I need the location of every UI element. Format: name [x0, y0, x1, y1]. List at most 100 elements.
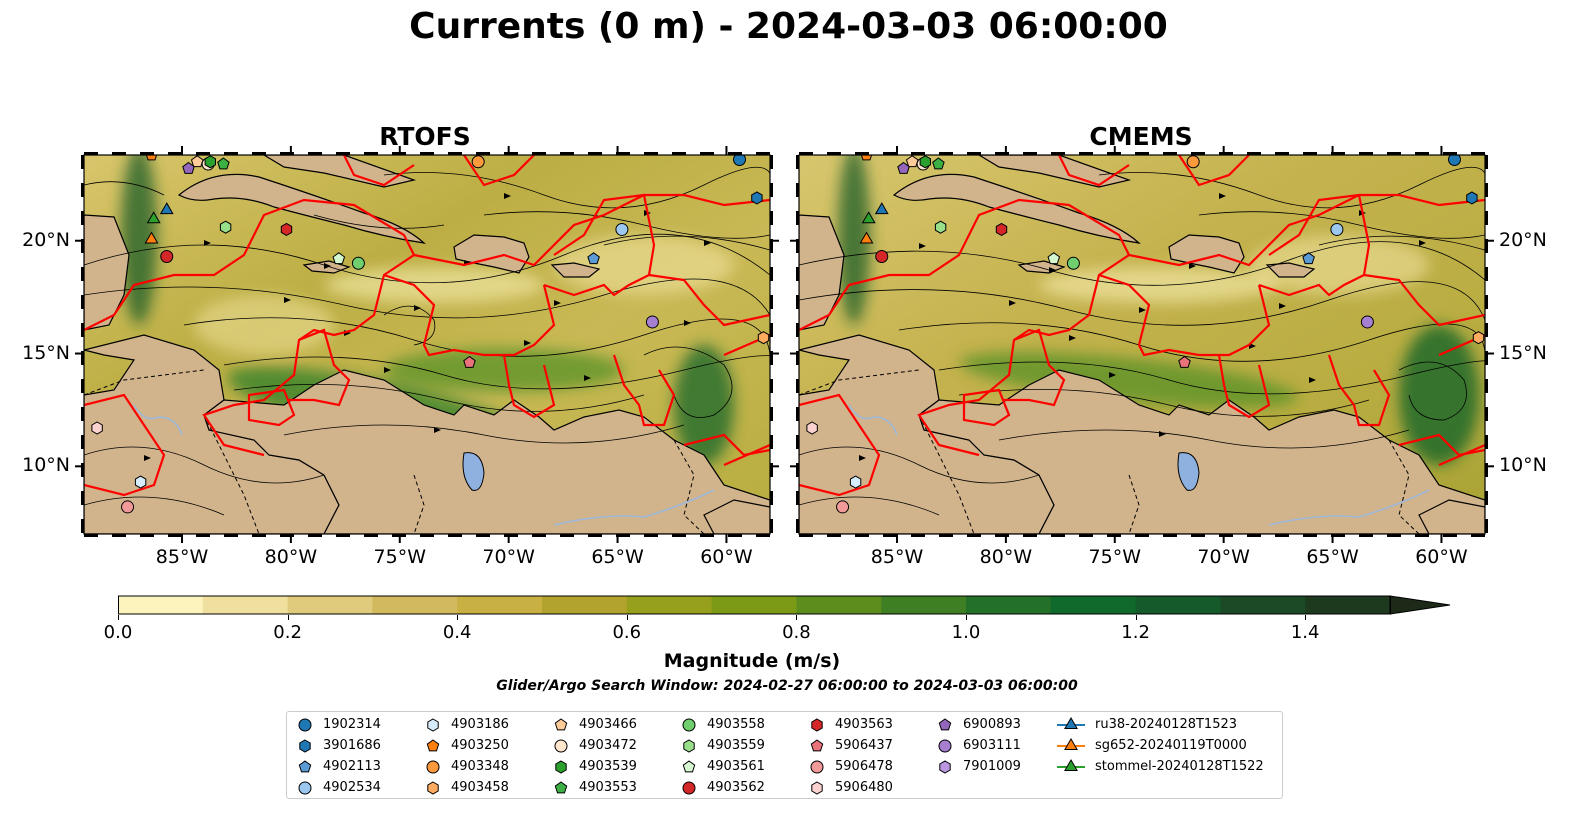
frame-tick — [616, 152, 630, 155]
frame-tick — [1135, 534, 1149, 537]
frame-tick — [796, 379, 799, 393]
legend-label: 4903472 — [579, 738, 637, 753]
frame-tick — [518, 152, 532, 155]
float-marker-5906437 — [1178, 355, 1191, 368]
frame-tick — [168, 152, 182, 155]
frame-tick — [897, 152, 911, 155]
frame-tick — [796, 239, 799, 253]
frame-tick — [1023, 152, 1037, 155]
legend-label: 4903186 — [451, 717, 509, 732]
frame-tick — [210, 534, 224, 537]
legend-circle-icon — [938, 739, 952, 752]
frame-tick — [1485, 155, 1488, 169]
legend-entry: 4903553 — [553, 777, 637, 798]
frame-border — [83, 154, 771, 535]
frame-tick — [796, 337, 799, 351]
frame-tick — [1429, 534, 1443, 537]
legend-circle-icon — [810, 760, 824, 773]
legend-label: 4903562 — [707, 780, 765, 795]
legend-triangle-icon — [1064, 716, 1078, 729]
float-marker-4903466 — [190, 155, 204, 168]
frame-tick — [81, 435, 84, 449]
frame-tick — [770, 155, 773, 169]
legend-label: 5906437 — [835, 738, 893, 753]
frame-tick — [112, 152, 126, 155]
frame-tick — [504, 534, 518, 537]
frame-tick — [1051, 152, 1065, 155]
frame-tick — [182, 152, 196, 155]
float-marker-ru38-20240128T1523 — [874, 202, 889, 215]
colorbar-tick-label: 0.2 — [273, 622, 302, 643]
legend-label: 4903561 — [707, 759, 765, 774]
legend-entry: 4903562 — [681, 777, 765, 798]
frame-tick — [796, 533, 799, 534]
frame-tick — [770, 197, 773, 211]
frame-tick — [81, 169, 84, 183]
colorbar-tick-label: 0.0 — [103, 622, 133, 643]
frame-tick — [770, 239, 773, 253]
frame-tick — [98, 152, 112, 155]
frame-tick — [378, 534, 392, 537]
float-marker-4903458 — [757, 331, 770, 345]
frame-tick — [855, 534, 869, 537]
frame-tick — [1485, 183, 1488, 197]
frame-tick — [1345, 152, 1359, 155]
frame-tick — [1485, 519, 1488, 533]
colorbar-segment — [287, 596, 373, 614]
frame-tick — [462, 534, 476, 537]
frame-tick — [796, 421, 799, 435]
frame-tick — [1485, 239, 1488, 253]
frame-tick — [1485, 309, 1488, 323]
frame-tick — [728, 152, 742, 155]
colorbar-tick — [796, 615, 798, 620]
float-marker-4903563 — [280, 222, 293, 236]
borders — [799, 369, 1420, 534]
legend-label: 5906478 — [835, 759, 893, 774]
frame-tick — [1359, 534, 1373, 537]
frame-tick — [672, 534, 686, 537]
frame-tick — [1485, 491, 1488, 505]
frame-tick — [770, 183, 773, 197]
frame-tick — [81, 519, 84, 533]
frame-tick — [644, 152, 658, 155]
frame-tick — [770, 505, 773, 519]
legend-marker-icon — [555, 759, 567, 774]
legend-hexagon-icon — [939, 759, 951, 774]
frame-tick — [1415, 152, 1429, 155]
frame-tick — [1485, 253, 1488, 267]
frame-tick — [406, 534, 420, 537]
float-marker-4903559 — [934, 220, 947, 234]
float-marker-4902534 — [1330, 222, 1344, 236]
lat-tick-label: 20°N — [1499, 228, 1547, 251]
frame-tick — [336, 534, 350, 537]
frame-tick — [1485, 225, 1488, 239]
float-marker-5906480 — [91, 421, 103, 435]
float-marker-stommel-20240128T1522 — [861, 211, 876, 224]
frame-tick — [280, 152, 294, 155]
frame-tick — [813, 152, 827, 155]
frame-tick — [1401, 152, 1415, 155]
lon-tick-label: 75°W — [1088, 546, 1141, 568]
frame-tick — [939, 152, 953, 155]
float-marker-4903539 — [919, 155, 931, 169]
legend-label: 6900893 — [963, 717, 1021, 732]
frame-tick — [1485, 407, 1488, 421]
frame-tick — [308, 534, 322, 537]
frame-tick — [897, 534, 911, 537]
colorbar-label: Magnitude (m/s) — [663, 650, 841, 672]
float-marker-4903563 — [995, 222, 1008, 236]
frame-tick — [1443, 152, 1457, 155]
frame-tick — [799, 534, 813, 537]
figure-title: Currents (0 m) - 2024-03-03 06:00:00 — [409, 6, 1168, 47]
frame-tick — [770, 449, 773, 463]
frame-tick — [1093, 534, 1107, 537]
frame-tick — [1079, 152, 1093, 155]
frame-tick — [294, 152, 308, 155]
legend-label: 4903348 — [451, 759, 509, 774]
colorbar-tick-label: 0.6 — [612, 622, 642, 643]
legend-entry: ru38-20240128T1523 — [1057, 714, 1237, 735]
legend-entry: 4903186 — [425, 714, 509, 735]
frame-tick — [168, 534, 182, 537]
float-marker-4903559 — [219, 220, 232, 234]
frame-tick — [1485, 505, 1488, 519]
